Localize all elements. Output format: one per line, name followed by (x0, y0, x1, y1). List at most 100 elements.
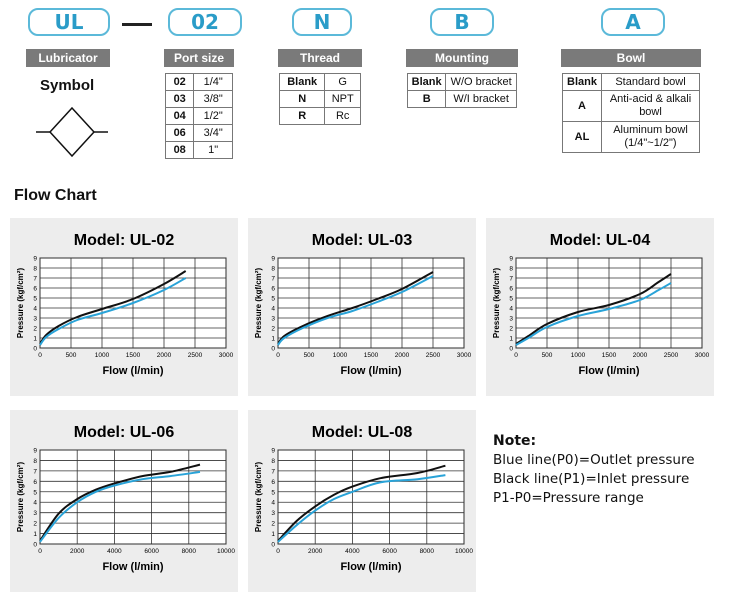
x-tick-label: 2000 (157, 352, 172, 359)
bowl-type: Standard bowl (601, 73, 700, 91)
y-tick-label: 4 (33, 500, 37, 507)
code-bowl: A (601, 8, 665, 36)
symbol-label: Symbol (40, 77, 95, 94)
thread-code: R (278, 107, 326, 125)
plot-area (277, 449, 465, 545)
y-axis-label: Pressure (kgf/cm²) (254, 462, 263, 533)
y-tick-label: 4 (271, 500, 275, 507)
table-row: 04 1/2" (164, 107, 233, 125)
code-thread: N (292, 8, 352, 36)
port-size: 1" (193, 141, 233, 159)
thread-type: Rc (324, 107, 361, 125)
black-series-line (515, 273, 672, 345)
y-tick-label: 3 (271, 510, 275, 517)
chart-panel-ul-08: Model: UL-08 0 2000 4000 6000 8000 10000 0 1 2 3 4 5… (248, 410, 476, 592)
x-tick-label: 3000 (457, 352, 472, 359)
y-tick-label: 7 (33, 468, 37, 475)
mounting-code: B (406, 90, 447, 108)
y-tick-label: 6 (271, 479, 275, 486)
x-tick-label: 2000 (70, 548, 85, 555)
y-tick-label: 0 (33, 542, 37, 549)
y-tick-label: 9 (33, 448, 37, 455)
code-port: 02 (168, 8, 242, 36)
x-tick-label: 0 (38, 352, 42, 359)
table-row: Blank G (278, 73, 361, 91)
port-size: 1/4" (193, 73, 233, 91)
thread-table: Blank G N NPT R Rc (278, 73, 361, 125)
code-dash (122, 23, 152, 26)
y-tick-label: 6 (509, 286, 513, 293)
y-tick-label: 8 (509, 266, 513, 273)
y-tick-label: 7 (509, 276, 513, 283)
thread-type: NPT (324, 90, 361, 108)
x-tick-label: 2500 (664, 352, 679, 359)
code-ul: UL (28, 8, 110, 36)
table-row: Blank Standard bowl (562, 73, 700, 91)
x-tick-label: 10000 (455, 548, 473, 555)
chart-panel-ul-02: Model: UL-02 0 500 1000 1500 2000 2500 3000 0 1 2 3… (10, 218, 238, 396)
y-tick-label: 2 (33, 521, 37, 528)
black-series-line (277, 271, 434, 345)
y-tick-label: 1 (271, 336, 275, 343)
chart-panel-ul-03: Model: UL-03 0 500 1000 1500 2000 2500 3000 0 1 2 3… (248, 218, 476, 396)
bowl-code: Blank (562, 73, 602, 91)
x-tick-label: 6000 (144, 548, 159, 555)
chart-title: Model: UL-08 (312, 424, 413, 441)
x-tick-label: 2500 (426, 352, 441, 359)
table-row: N NPT (278, 90, 361, 108)
x-axis-label: Flow (l/min) (340, 561, 401, 573)
table-row: 02 1/4" (164, 73, 233, 91)
chart-ul-04: Model: UL-04 0 500 1000 1500 2000 2500 3000 0 1 2 3… (492, 232, 710, 377)
bowl-type: Aluminum bowl (1/4"~1/2") (601, 121, 700, 153)
y-tick-label: 2 (271, 326, 275, 333)
chart-title: Model: UL-02 (74, 232, 175, 249)
bowl-header: Bowl (561, 49, 701, 67)
port-code: 08 (164, 141, 195, 159)
y-tick-label: 1 (271, 531, 275, 538)
x-tick-label: 3000 (219, 352, 234, 359)
x-tick-label: 500 (542, 352, 553, 359)
y-tick-label: 6 (271, 286, 275, 293)
y-tick-label: 8 (33, 266, 37, 273)
x-tick-label: 3000 (695, 352, 710, 359)
x-tick-label: 500 (66, 352, 77, 359)
lubricator-header: Lubricator (26, 49, 110, 67)
x-tick-label: 1000 (95, 352, 110, 359)
y-tick-label: 8 (271, 458, 275, 465)
table-row: B W/I bracket (406, 90, 517, 108)
chart-title: Model: UL-04 (550, 232, 651, 249)
note-line: Black line(P1)=Inlet pressure (493, 471, 690, 487)
y-axis-label: Pressure (kgf/cm²) (492, 268, 501, 339)
note-line: Blue line(P0)=Outlet pressure (493, 452, 695, 468)
y-tick-label: 6 (33, 479, 37, 486)
y-tick-label: 5 (33, 296, 37, 303)
table-row: R Rc (278, 107, 361, 125)
x-tick-label: 2500 (188, 352, 203, 359)
y-tick-label: 4 (271, 306, 275, 313)
thread-code: Blank (278, 73, 326, 91)
x-tick-label: 2000 (633, 352, 648, 359)
x-axis-label: Flow (l/min) (340, 365, 401, 377)
y-tick-label: 1 (33, 336, 37, 343)
y-tick-label: 0 (271, 542, 275, 549)
y-tick-label: 8 (33, 458, 37, 465)
y-tick-label: 9 (271, 448, 275, 455)
x-tick-label: 10000 (217, 548, 235, 555)
y-tick-label: 3 (33, 316, 37, 323)
black-series-line (277, 464, 446, 542)
x-tick-label: 1000 (571, 352, 586, 359)
mounting-type: W/I bracket (445, 90, 517, 108)
y-tick-label: 9 (509, 256, 513, 263)
blue-series-line (277, 275, 434, 346)
mounting-code: Blank (406, 73, 447, 91)
y-tick-label: 7 (271, 468, 275, 475)
port-code: 02 (164, 73, 195, 91)
chart-panel-ul-06: Model: UL-06 0 2000 4000 6000 8000 10000 0 1 2 3 4 5… (10, 410, 238, 592)
y-tick-label: 2 (509, 326, 513, 333)
y-tick-label: 3 (509, 316, 513, 323)
x-tick-label: 0 (514, 352, 518, 359)
flow-chart-title: Flow Chart (14, 187, 97, 204)
y-tick-label: 9 (33, 256, 37, 263)
y-tick-label: 0 (33, 346, 37, 353)
y-tick-label: 9 (271, 256, 275, 263)
